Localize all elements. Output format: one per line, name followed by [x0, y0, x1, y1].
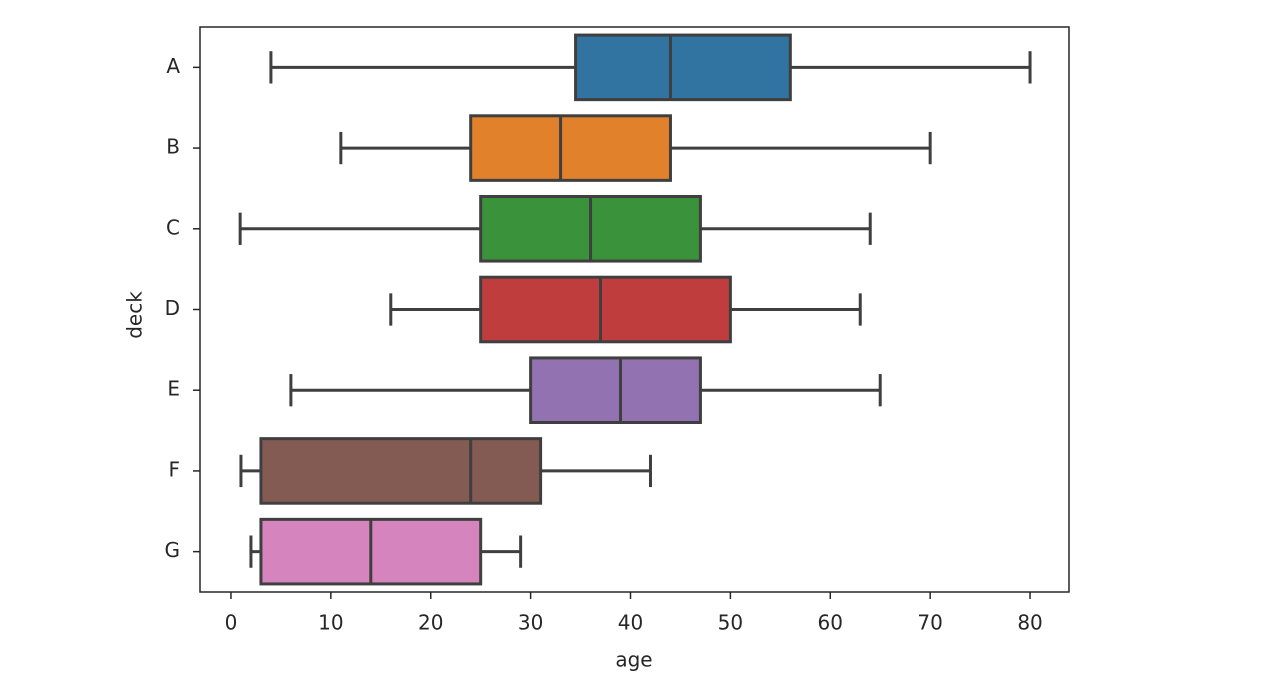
box	[259, 437, 543, 505]
x-tick-label: 50	[718, 611, 743, 635]
plot-frame	[199, 26, 1070, 593]
y-tick-label: A	[166, 54, 180, 78]
x-tick-label: 30	[518, 611, 543, 635]
box	[469, 114, 672, 182]
x-tick-label: 40	[618, 611, 643, 635]
y-tick-label: D	[165, 296, 180, 320]
y-tick-label: C	[166, 215, 180, 239]
x-tick-label: 10	[318, 611, 343, 635]
box	[574, 33, 792, 102]
y-tick-label: B	[166, 135, 180, 159]
y-axis-label: deck	[123, 291, 147, 339]
y-tick-label: G	[165, 538, 181, 562]
x-tick-label: 60	[818, 611, 843, 635]
y-tick-label: F	[168, 457, 180, 481]
x-tick-label: 70	[917, 611, 942, 635]
box	[479, 275, 732, 344]
x-tick-label: 20	[418, 611, 443, 635]
box	[529, 356, 702, 424]
x-tick-label: 0	[225, 611, 238, 635]
x-tick-label: 80	[1017, 611, 1042, 635]
y-tick-label: E	[167, 377, 180, 401]
x-axis-label: age	[615, 648, 652, 672]
